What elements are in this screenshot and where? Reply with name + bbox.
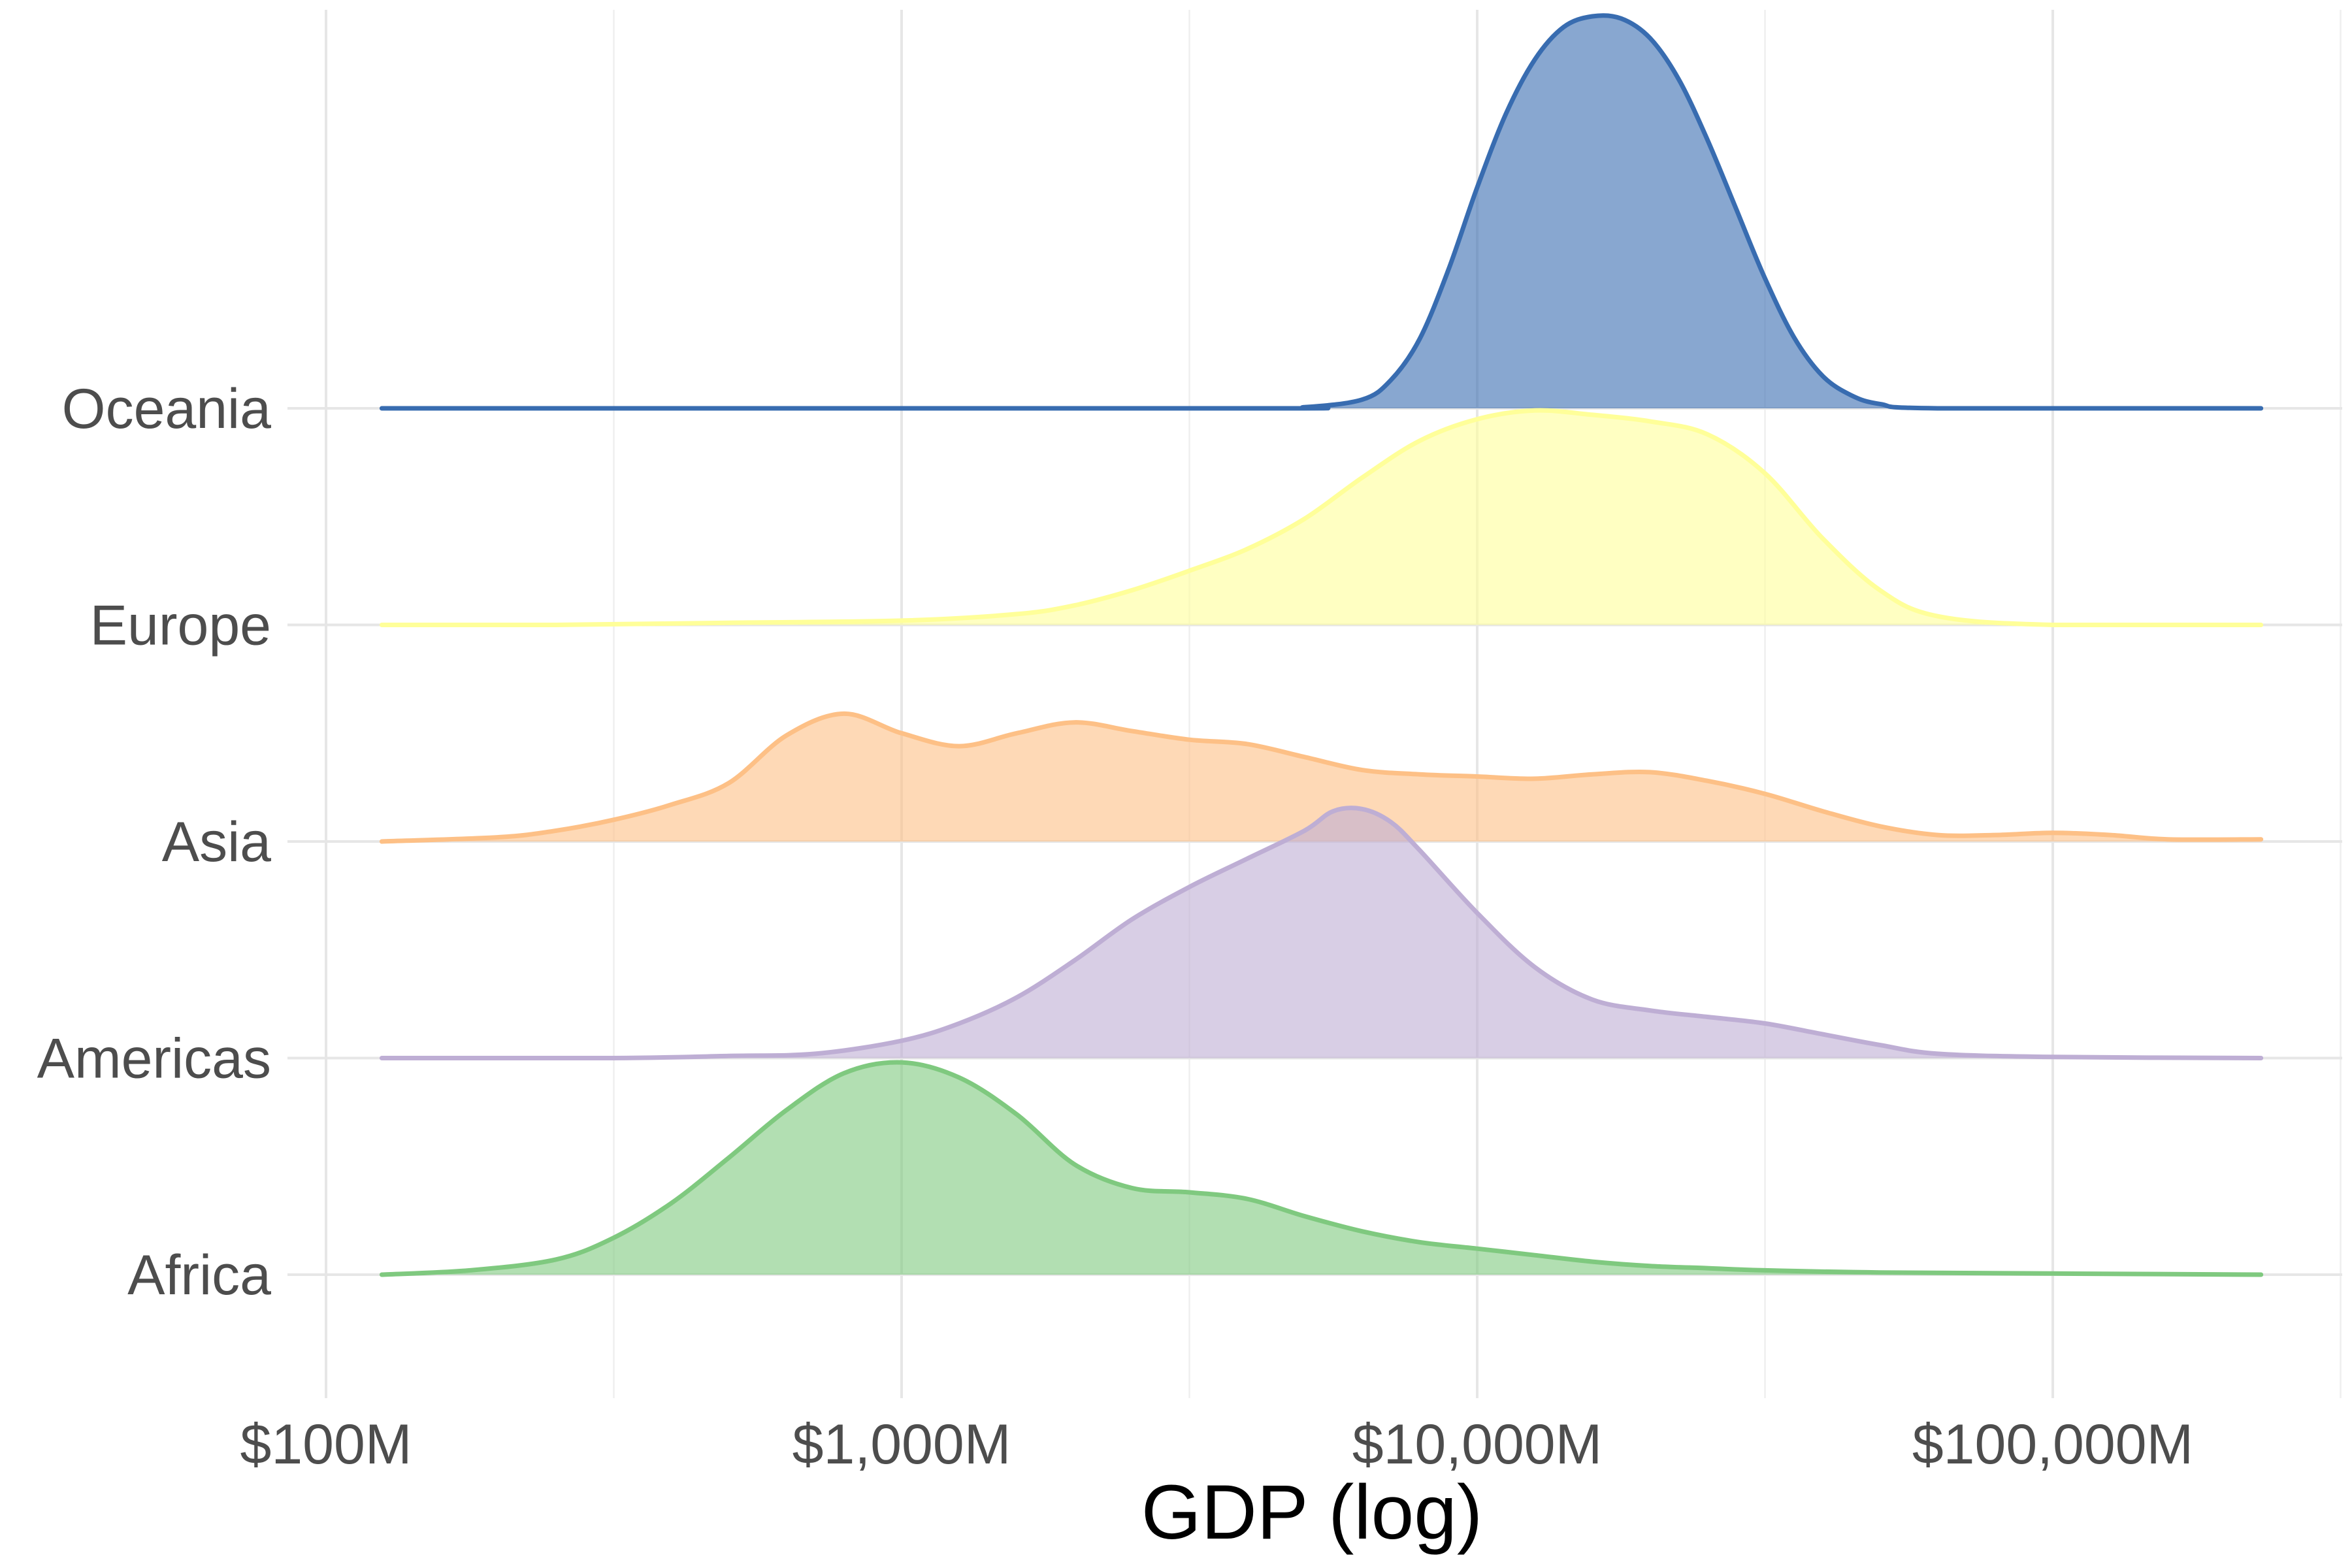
x-tick-label: $10,000M — [1352, 1413, 1603, 1476]
y-tick-label-americas: Americas — [37, 1028, 271, 1090]
x-axis-title: GDP (log) — [1141, 1469, 1482, 1556]
x-tick-label: $100,000M — [1912, 1413, 2193, 1476]
grid-lines — [287, 10, 2342, 1398]
x-tick-label: $1,000M — [792, 1413, 1011, 1476]
ridge-line-europe — [379, 408, 2264, 628]
ridge-line-americas — [379, 806, 2264, 1061]
y-tick-label-europe: Europe — [90, 595, 271, 657]
ridge-line-oceania — [379, 13, 2264, 411]
ridge-area-europe — [382, 410, 2261, 625]
y-tick-label-africa: Africa — [127, 1244, 271, 1307]
ridge-area-oceania — [382, 15, 2261, 408]
x-tick-label: $100M — [240, 1413, 412, 1476]
x-tick-labels: $100M $1,000M $10,000M $100,000M — [240, 1413, 2194, 1476]
density-ridges — [379, 13, 2264, 1277]
ridge-area-asia — [382, 713, 2261, 841]
ridge-line-asia — [379, 711, 2264, 844]
ridge-line-africa — [379, 1060, 2264, 1277]
y-tick-label-asia: Asia — [162, 811, 271, 874]
y-tick-label-oceania: Oceania — [62, 378, 271, 440]
ridge-area-africa — [382, 1062, 2261, 1275]
y-tick-labels: Africa Americas Asia Europe Oceania — [37, 378, 272, 1307]
ridge-area-americas — [382, 808, 2261, 1058]
